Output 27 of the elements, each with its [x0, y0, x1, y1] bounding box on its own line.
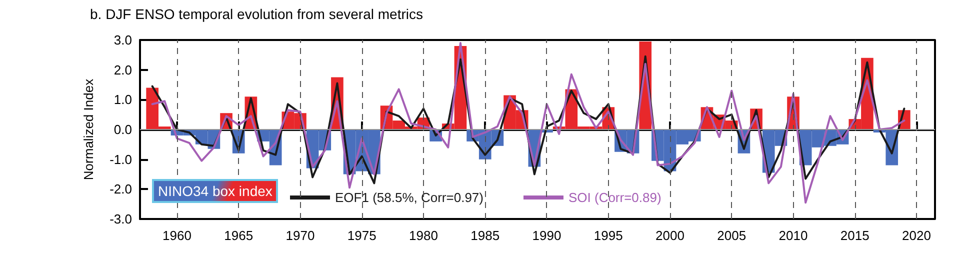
legend-label: EOF1 (58.5%, Corr=0.97): [335, 190, 484, 205]
line-series: [151, 55, 906, 184]
y-tick-label: 0.0: [114, 122, 132, 137]
x-tick-label: 1985: [470, 228, 500, 243]
y-tick-label: -1.0: [110, 152, 132, 167]
x-tick-label: 1960: [162, 228, 192, 243]
legend-label: SOI (Corr=0.89): [568, 190, 662, 205]
x-tick-label: 1965: [224, 228, 254, 243]
y-tick-label: 1.0: [114, 92, 132, 108]
x-tick-label: 2020: [902, 228, 931, 243]
x-tick-label: 2015: [840, 228, 870, 243]
line-series: [151, 42, 906, 204]
x-tick-label: 1980: [409, 228, 438, 243]
chart-title: b. DJF ENSO temporal evolution from several metrics: [90, 6, 423, 22]
x-tick-label: 2005: [717, 228, 746, 243]
x-tick-label: 1995: [594, 228, 623, 243]
series-label: NINO34 box index: [152, 179, 278, 203]
x-tick-label: 1970: [286, 228, 315, 243]
y-tick-label: -3.0: [110, 212, 132, 226]
y-axis-title: Normalized Index: [81, 78, 96, 180]
y-tick-label: 3.0: [114, 32, 132, 48]
y-tick-label: -2.0: [110, 182, 132, 197]
x-tick-label: 2000: [656, 228, 684, 243]
x-tick-label: 2010: [778, 228, 808, 243]
y-tick-label: 2.0: [114, 62, 132, 78]
x-tick-label: 1990: [532, 228, 562, 243]
x-tick-label: 1975: [347, 228, 376, 243]
